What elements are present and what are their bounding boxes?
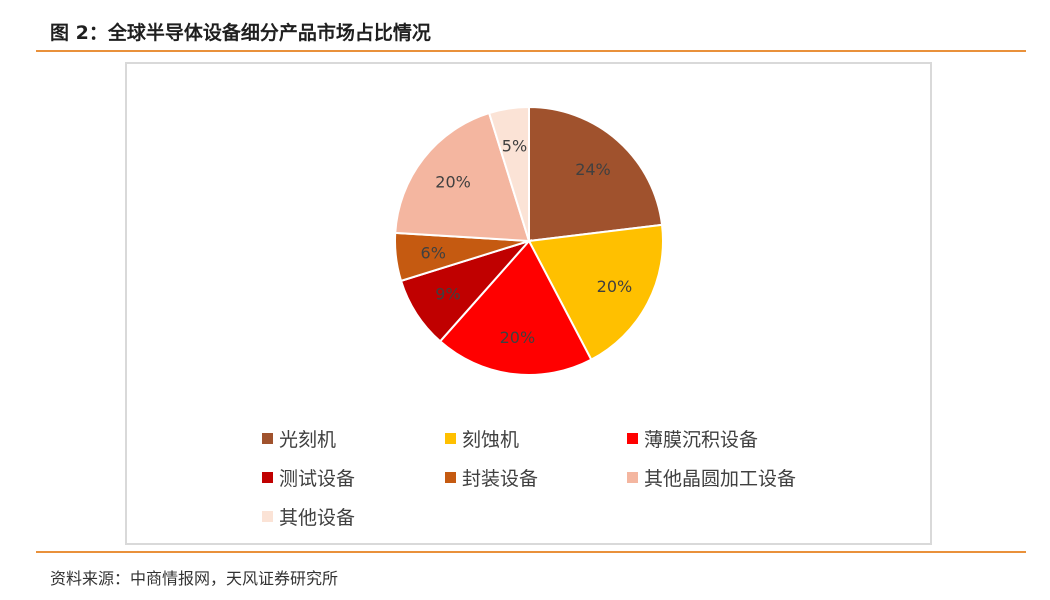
pie-slice-5: [394, 111, 531, 243]
legend-label-5: 其他晶圆加工设备: [644, 468, 796, 490]
pie-slice-2: [438, 239, 593, 376]
legend-label-1: 刻蚀机: [462, 429, 519, 451]
source-note: 资料来源：中商情报网，天风证券研究所: [50, 569, 339, 588]
bottom-divider: [36, 551, 1026, 553]
legend-label-0: 光刻机: [279, 429, 336, 451]
legend-swatch-3: [262, 472, 273, 483]
legend-swatch-5: [627, 472, 638, 483]
pie-slice-0: [528, 105, 664, 243]
legend-swatch-2: [627, 433, 638, 444]
slice-value-label-4: 6%: [421, 244, 446, 263]
legend-label-4: 封装设备: [462, 468, 538, 490]
slice-value-label-3: 9%: [435, 284, 460, 303]
legend-label-6: 其他设备: [279, 507, 355, 529]
legend-label-2: 薄膜沉积设备: [644, 429, 758, 451]
legend-swatch-6: [262, 511, 273, 522]
figure-title: 图 2：全球半导体设备细分产品市场占比情况: [50, 22, 431, 44]
slice-value-label-2: 20%: [500, 328, 536, 347]
legend-label-3: 测试设备: [279, 468, 355, 490]
pie-slice-1: [527, 223, 664, 362]
slice-value-label-5: 20%: [435, 172, 471, 191]
legend-swatch-4: [445, 472, 456, 483]
pie-slice-6: [487, 105, 530, 242]
slice-value-label-1: 20%: [597, 277, 633, 296]
legend-swatch-1: [445, 433, 456, 444]
legend-swatch-0: [262, 433, 273, 444]
top-divider: [36, 50, 1026, 52]
slice-value-label-0: 24%: [575, 160, 611, 179]
slice-value-label-6: 5%: [502, 137, 527, 156]
